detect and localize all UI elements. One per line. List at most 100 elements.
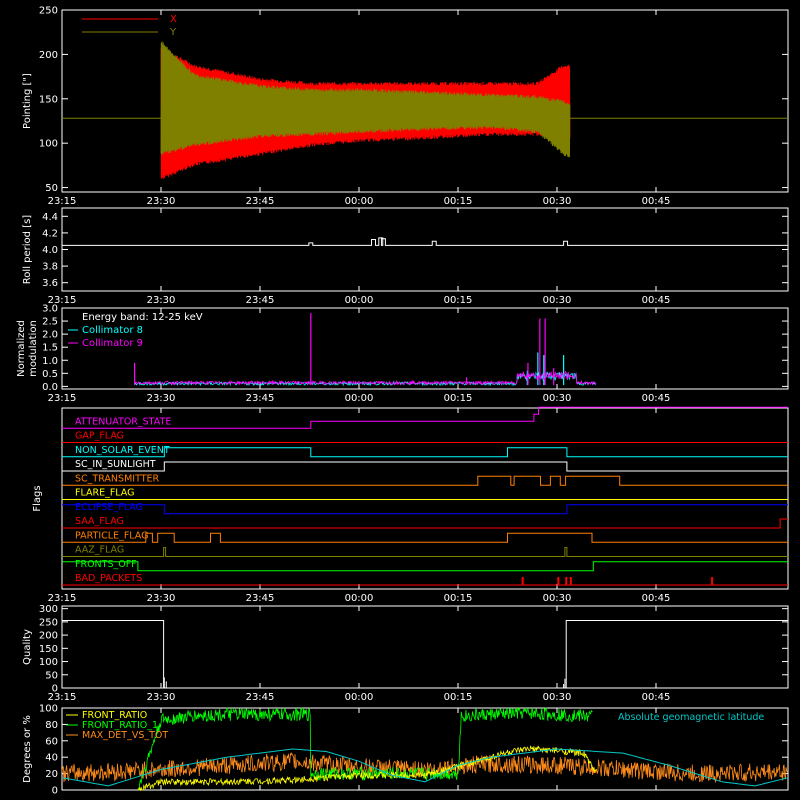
flag-label-bad_packets: BAD_PACKETS xyxy=(75,573,142,584)
flag-line-non_solar_event xyxy=(62,447,788,458)
y-axis-label-line1: Normalized xyxy=(16,320,27,377)
flag-line-particle_flag xyxy=(62,532,788,543)
y-tick-label: 0.0 xyxy=(42,382,58,393)
y-tick-label: 200 xyxy=(39,631,58,642)
x-tick-label: 23:15 xyxy=(48,692,77,703)
flag-label-saa_flag: SAA_FLAG xyxy=(75,516,124,527)
x-tick-label: 00:00 xyxy=(345,593,374,604)
geomag-latitude-series xyxy=(61,748,789,787)
x-tick-label: 00:30 xyxy=(543,393,572,404)
flag-label-eclipse_flag: ECLIPSE_FLAG xyxy=(75,502,143,513)
y-tick-label: 300 xyxy=(39,604,58,615)
y-tick-label: 3.6 xyxy=(42,278,58,289)
flag-label-sc_transmitter: SC_TRANSMITTER xyxy=(75,473,160,484)
y-axis-label: Pointing ["] xyxy=(22,73,33,129)
y-axis-label: Quality xyxy=(22,629,33,665)
y-tick-label: 0.5 xyxy=(42,369,58,380)
y-tick-label: 20 xyxy=(45,769,58,780)
panel-frame xyxy=(61,9,789,193)
flag-line-sc_transmitter xyxy=(62,475,788,486)
panel-2: 23:15 23:30 23:45 00:00 00:15 00:30 00:45 3.6 3.… xyxy=(22,207,789,306)
panel-frame xyxy=(61,707,789,791)
y-tick-label: 100 xyxy=(39,139,58,150)
front-ratio-series xyxy=(137,745,597,792)
x-tick-label: 00:45 xyxy=(642,196,671,207)
y-tick-label: 3.0 xyxy=(42,304,58,315)
y-axis-label: Degrees or % xyxy=(22,715,33,783)
flag-label-attenuator_state: ATTENUATOR_STATE xyxy=(75,416,171,427)
y-tick-label: 0 xyxy=(52,684,58,695)
flag-line-attenuator_state xyxy=(62,406,788,429)
quality-line xyxy=(62,620,788,689)
panel-6: 0 20 40 60 80 100 Degrees or % FRONT_RATIOFRONT… xyxy=(22,704,789,797)
x-tick-label: 00:30 xyxy=(543,692,572,703)
x-tick-label: 00:00 xyxy=(345,196,374,207)
x-tick-label: 00:00 xyxy=(345,692,374,703)
x-tick-label: 23:30 xyxy=(147,196,176,207)
flag-line-aaz_flag xyxy=(62,547,788,557)
legend-label-X: X xyxy=(170,14,177,25)
panel-5: 23:15 23:30 23:45 00:00 00:15 00:30 00:45 0 50 10… xyxy=(22,604,789,703)
x-tick-label: 00:45 xyxy=(642,393,671,404)
x-tick-label: 23:15 xyxy=(48,393,77,404)
roll-period-line xyxy=(62,237,788,246)
x-tick-label: 23:45 xyxy=(246,295,275,306)
x-tick-label: 23:30 xyxy=(147,295,176,306)
y-tick-label: 4.4 xyxy=(42,212,58,223)
y-tick-label: 150 xyxy=(39,94,58,105)
flag-label-gap_flag: GAP_FLAG xyxy=(75,431,124,442)
flag-line-fronts_off xyxy=(62,561,788,572)
legend-label-degrees: FRONT_RATIO xyxy=(82,710,147,721)
flag-label-particle_flag: PARTICLE_FLAG xyxy=(75,530,148,541)
flag-label-fronts_off: FRONTS_OFF xyxy=(75,559,137,570)
y-pointing-series xyxy=(160,41,571,158)
y-tick-label: 4.0 xyxy=(42,245,58,256)
y-axis-label: Roll period [s] xyxy=(22,215,33,284)
y-tick-label: 2.5 xyxy=(42,317,58,328)
x-tick-label: 23:15 xyxy=(48,196,77,207)
y-tick-label: 2.0 xyxy=(42,330,58,341)
y-axis-label-line2: modulation xyxy=(28,320,39,377)
x-tick-label: 00:30 xyxy=(543,295,572,306)
flag-label-flare_flag: FLARE_FLAG xyxy=(75,488,135,499)
y-tick-label: 40 xyxy=(45,753,58,764)
legend-label-Y: Y xyxy=(169,27,177,38)
y-tick-label: 80 xyxy=(45,720,58,731)
x-tick-label: 00:15 xyxy=(444,393,473,404)
legend-label-collimator: Collimator 8 xyxy=(82,325,143,336)
y-tick-label: 200 xyxy=(39,50,58,61)
y-tick-label: 100 xyxy=(39,704,58,715)
x-tick-label: 00:00 xyxy=(345,393,374,404)
x-tick-label: 00:15 xyxy=(444,295,473,306)
geomag-label: Absolute geomagnetic latitude xyxy=(618,712,764,723)
legend-label-collimator: Collimator 9 xyxy=(82,338,143,349)
x-tick-label: 00:15 xyxy=(444,692,473,703)
x-tick-label: 00:45 xyxy=(642,295,671,306)
x-tick-label: 00:30 xyxy=(543,593,572,604)
panel-frame xyxy=(61,307,789,390)
y-tick-label: 50 xyxy=(45,670,58,681)
x-tick-label: 00:15 xyxy=(444,196,473,207)
flag-line-saa_flag xyxy=(62,518,788,529)
max-det-series xyxy=(61,752,788,784)
panel-4: 23:15 23:30 23:45 00:00 00:15 00:30 00:45 Flags… xyxy=(32,406,789,604)
x-tick-label: 00:15 xyxy=(444,593,473,604)
flag-label-aaz_flag: AAZ_FLAG xyxy=(75,545,124,556)
y-tick-label: 100 xyxy=(39,657,58,668)
y-tick-label: 0 xyxy=(52,786,58,797)
x-tick-label: 23:30 xyxy=(147,692,176,703)
panel-frame xyxy=(61,407,789,590)
y-tick-label: 150 xyxy=(39,644,58,655)
x-tick-label: 23:30 xyxy=(147,593,176,604)
y-tick-label: 1.5 xyxy=(42,343,58,354)
x-tick-label: 23:30 xyxy=(147,393,176,404)
y-tick-label: 3.8 xyxy=(42,262,58,273)
panel-3: 23:15 23:30 23:45 00:00 00:15 00:30 00:45 0.0 0.… xyxy=(16,304,789,404)
y-tick-label: 60 xyxy=(45,736,58,747)
flag-line-eclipse_flag xyxy=(62,504,788,515)
x-tick-label: 00:30 xyxy=(543,196,572,207)
x-tick-label: 23:45 xyxy=(246,692,275,703)
x-tick-label: 00:45 xyxy=(642,593,671,604)
y-tick-label: 250 xyxy=(39,6,58,17)
x-tick-label: 23:45 xyxy=(246,593,275,604)
